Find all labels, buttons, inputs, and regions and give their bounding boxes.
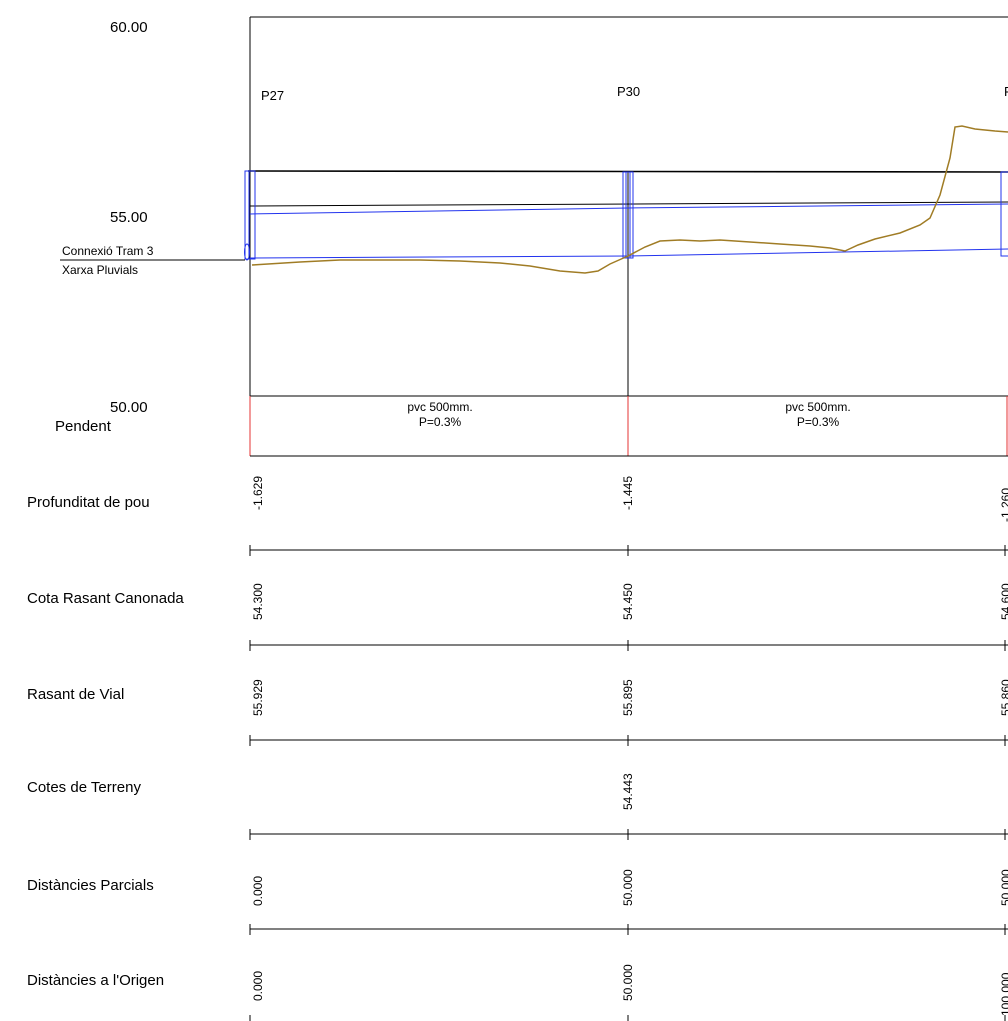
row-label-cota-rasant-canonada: Cota Rasant Canonada [27,590,184,607]
pipe-lines [249,203,1008,259]
cotes-terreny-p30: 54.443 [621,773,635,810]
row-label-cotes-terreny: Cotes de Terreny [27,779,141,796]
manhole-label-p27: P27 [261,88,284,103]
segment-2-slope: P=0.3% [797,415,840,429]
pipe-crown-line [249,201,1008,207]
profunditat-p30: -1.445 [621,476,635,510]
row-separators [249,545,1008,1021]
cota-canonada-p30: 54.450 [621,583,635,620]
manhole-p27 [244,170,256,261]
y-label-60: 60.00 [110,19,148,36]
dist-parcials-p27: 0.000 [251,876,265,906]
manhole-p-next [1000,171,1008,257]
dist-parcials-p30: 50.000 [621,869,635,906]
segment-1-material: pvc 500mm. [407,400,472,414]
annotation-line1: Connexió Tram 3 [62,244,154,258]
dist-origen-p-next: 100.000 [999,972,1008,1016]
manhole-label-p-next: P [1004,84,1008,99]
segment-1-slope: P=0.3% [419,415,462,429]
cota-canonada-p27: 54.300 [251,583,265,620]
y-label-50: 50.00 [110,399,148,416]
row-label-pendent: Pendent [55,418,112,435]
row-label-distancies-origen: Distàncies a l'Origen [27,972,164,989]
segment-2-material: pvc 500mm. [785,400,850,414]
manhole-p30 [622,171,634,259]
dist-origen-p30: 50.000 [621,964,635,1001]
row-label-distancies-parcials: Distàncies Parcials [27,877,154,894]
y-label-55: 55.00 [110,209,148,226]
profile-frame [249,16,1008,397]
rasant-vial-p27: 55.929 [251,679,265,716]
dist-origen-p27: 0.000 [251,971,265,1001]
terrain-line [251,125,1008,274]
pendent-band [249,396,1008,457]
row-label-profunditat: Profunditat de pou [27,494,150,511]
row-label-rasant-vial: Rasant de Vial [27,686,124,703]
dist-parcials-p-next: 50.000 [999,869,1008,906]
rasant-vial-p30: 55.895 [621,679,635,716]
profunditat-p27: -1.629 [251,476,265,510]
manhole-label-p30: P30 [617,84,640,99]
annotation-line2: Xarxa Pluvials [62,263,138,277]
rasant-vial-p-next: 55.860 [999,679,1008,716]
profunditat-p-next: -1.260 [999,488,1008,522]
cota-canonada-p-next: 54.600 [999,583,1008,620]
